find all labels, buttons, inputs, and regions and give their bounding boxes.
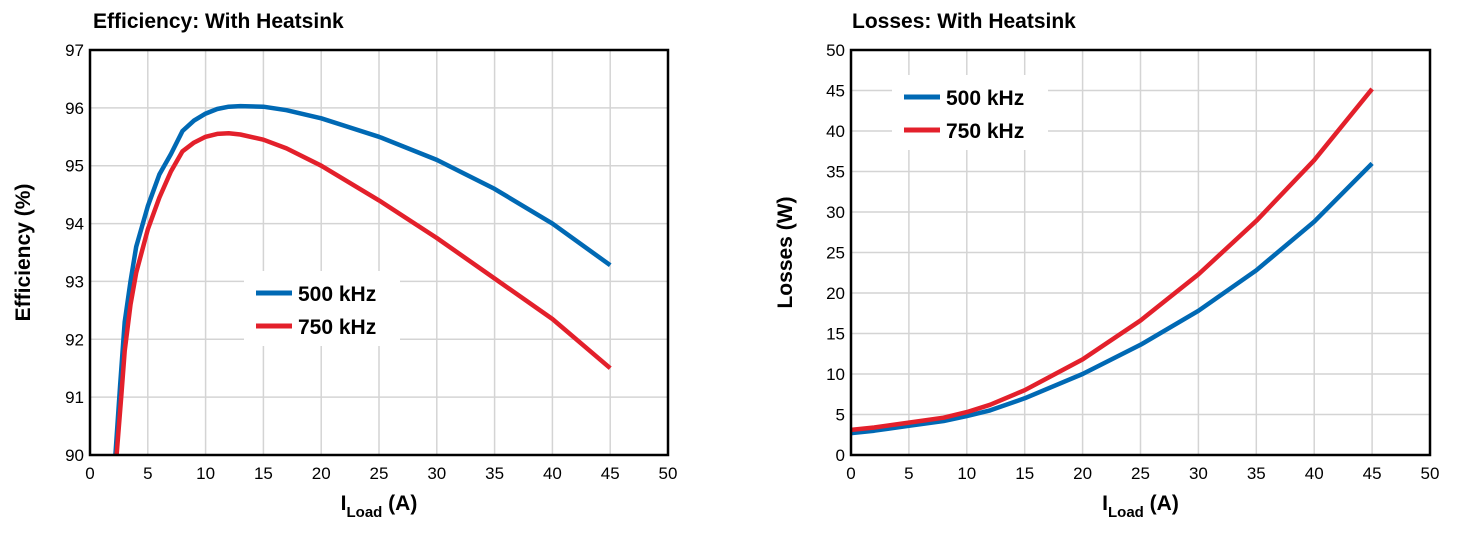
y-tick-label: 5 [836, 406, 845, 425]
series-line-2 [114, 131, 612, 455]
x-tick-label: 20 [1073, 464, 1092, 483]
x-tick-label: 35 [1247, 464, 1266, 483]
x-tick-label: 50 [659, 464, 678, 483]
y-tick-label: 97 [65, 41, 84, 60]
x-axis-label: ILoad (A) [1102, 492, 1179, 521]
x-tick-label: 35 [485, 464, 504, 483]
x-tick-label: 40 [1305, 464, 1324, 483]
y-tick-label: 15 [826, 325, 845, 344]
legend-label: 500 kHz [298, 283, 376, 306]
x-tick-label: 45 [1363, 464, 1382, 483]
chart-2: Losses: With Heatsink 0 5 10 15 20 25 30 35 40 45 5… [774, 10, 1439, 521]
legend-label: 750 kHz [298, 316, 376, 339]
y-tick-label: 45 [826, 82, 845, 101]
x-tick-label: 15 [1015, 464, 1034, 483]
y-tick-label: 95 [65, 157, 84, 176]
legend-label: 500 kHz [946, 87, 1024, 110]
x-tick-label: 50 [1421, 464, 1440, 483]
series-line-1 [113, 103, 612, 455]
chart-title: Efficiency: With Heatsink [93, 10, 344, 33]
y-tick-label: 94 [65, 215, 84, 234]
x-tick-label: 40 [543, 464, 562, 483]
plot-border [849, 48, 1432, 457]
y-tick-label: 93 [65, 272, 84, 291]
x-tick-label: 5 [904, 464, 913, 483]
y-tick-label: 10 [826, 365, 845, 384]
x-tick-label: 15 [254, 464, 273, 483]
x-tick-label: 10 [957, 464, 976, 483]
y-tick-label: 30 [826, 203, 845, 222]
y-tick-label: 92 [65, 330, 84, 349]
chart-1: Efficiency: With Heatsink 0 5 10 15 20 25 30 35 4… [12, 10, 677, 521]
x-tick-label: 0 [846, 464, 855, 483]
x-tick-label: 30 [427, 464, 446, 483]
x-tick-label: 45 [601, 464, 620, 483]
x-tick-label: 10 [196, 464, 215, 483]
series-line-1 [851, 161, 1374, 436]
series-line-2 [851, 87, 1374, 433]
y-tick-label: 40 [826, 122, 845, 141]
legend-label: 750 kHz [946, 120, 1024, 143]
y-tick-label: 25 [826, 244, 845, 263]
x-tick-label: 30 [1189, 464, 1208, 483]
y-tick-label: 91 [65, 388, 84, 407]
x-tick-label: 0 [85, 464, 94, 483]
y-axis-label: Efficiency (%) [12, 184, 35, 322]
y-axis-label: Losses (W) [774, 196, 797, 308]
y-tick-label: 0 [836, 446, 845, 465]
y-tick-label: 96 [65, 99, 84, 118]
plot-border [88, 48, 670, 457]
y-tick-label: 50 [826, 41, 845, 60]
x-tick-label: 5 [143, 464, 152, 483]
y-tick-label: 90 [65, 446, 84, 465]
y-tick-label: 35 [826, 163, 845, 182]
x-tick-label: 25 [1131, 464, 1150, 483]
chart-title: Losses: With Heatsink [852, 10, 1076, 33]
y-tick-label: 20 [826, 284, 845, 303]
legend-background [244, 271, 400, 346]
legend-background [892, 75, 1048, 150]
x-axis-label: ILoad (A) [341, 492, 418, 521]
x-tick-label: 25 [370, 464, 389, 483]
x-tick-label: 20 [312, 464, 331, 483]
